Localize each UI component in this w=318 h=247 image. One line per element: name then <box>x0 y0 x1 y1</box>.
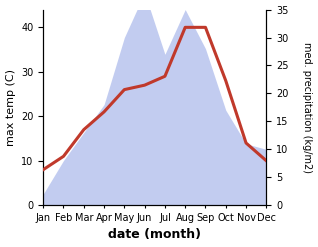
X-axis label: date (month): date (month) <box>108 228 201 242</box>
Y-axis label: max temp (C): max temp (C) <box>5 69 16 146</box>
Y-axis label: med. precipitation (kg/m2): med. precipitation (kg/m2) <box>302 42 313 173</box>
